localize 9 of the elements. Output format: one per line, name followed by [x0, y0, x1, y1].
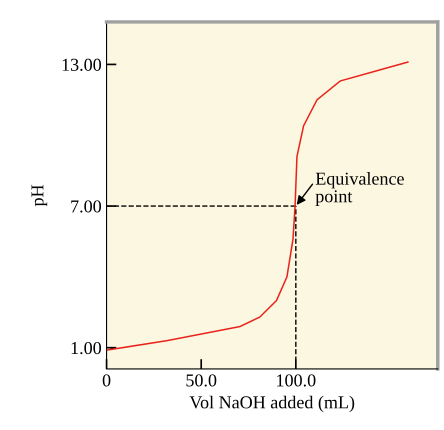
- y-tick-label: 7.00: [71, 200, 102, 213]
- x-tick-label: 100.0: [277, 374, 316, 387]
- x-axis-title: Vol NaOH added (mL): [190, 396, 354, 412]
- y-tick-label: 1.00: [72, 342, 102, 354]
- y-tick-label: 13.00: [62, 58, 102, 71]
- annotation: Equivalence point: [316, 172, 404, 206]
- x-tick-label: 50.0: [186, 374, 216, 387]
- y-axis-title: pH: [32, 184, 48, 206]
- x-tick-label: 0: [102, 374, 110, 387]
